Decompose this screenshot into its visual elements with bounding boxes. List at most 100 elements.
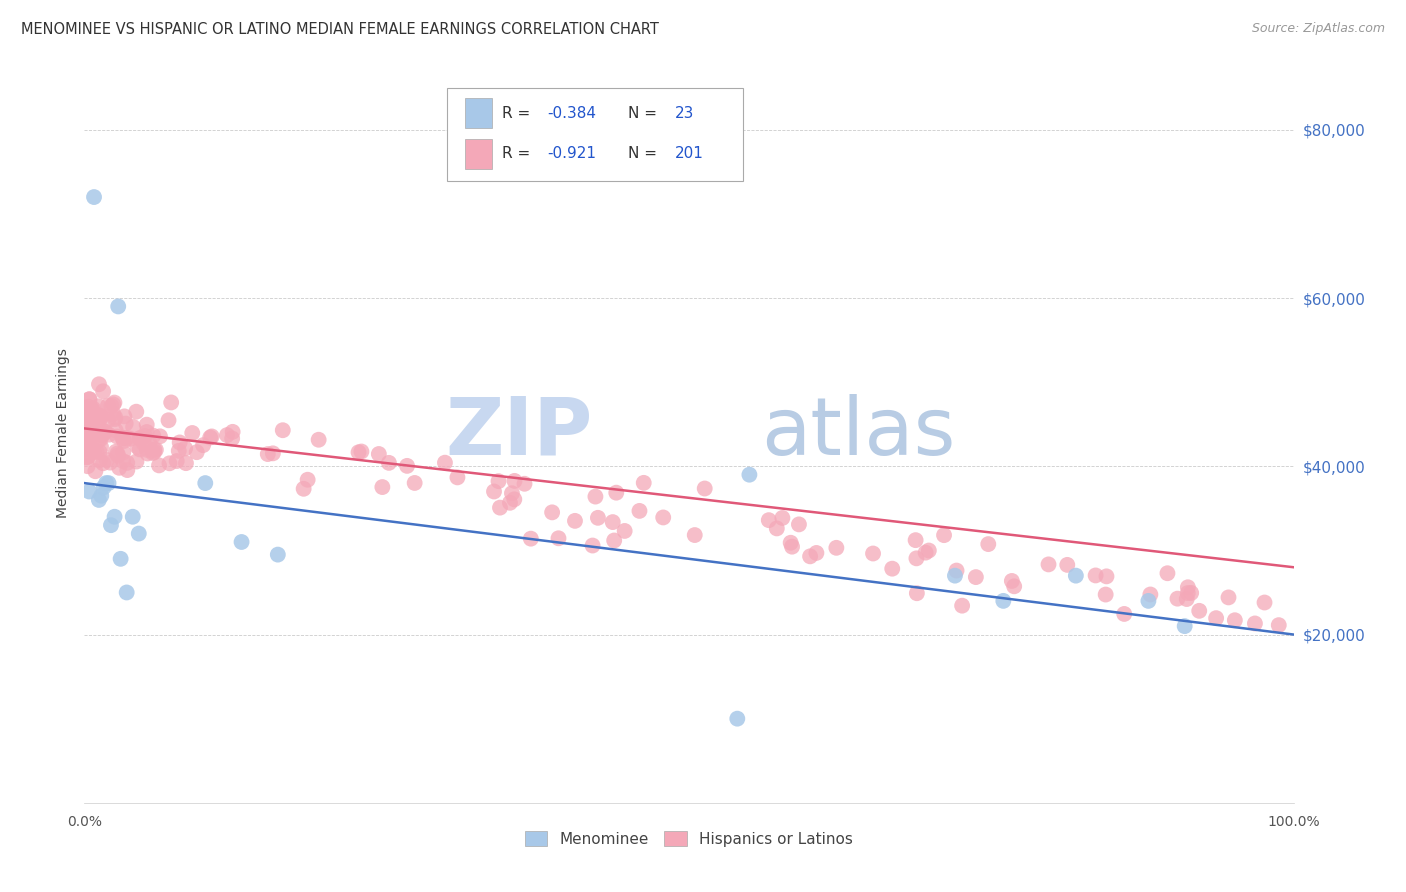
Point bbox=[347, 445, 370, 459]
Point bbox=[489, 500, 512, 515]
Point bbox=[564, 514, 586, 528]
Point bbox=[93, 426, 115, 441]
Point bbox=[84, 464, 107, 478]
Point bbox=[83, 445, 105, 459]
Point bbox=[905, 586, 928, 600]
Point bbox=[75, 428, 97, 442]
Point bbox=[87, 377, 110, 392]
Point bbox=[1177, 580, 1199, 594]
Point bbox=[787, 517, 810, 532]
Point bbox=[586, 511, 609, 525]
Point bbox=[82, 442, 104, 457]
Point bbox=[75, 421, 97, 435]
Point bbox=[120, 432, 142, 446]
Point bbox=[107, 449, 129, 463]
Point bbox=[80, 402, 103, 417]
Point bbox=[112, 434, 135, 448]
Point bbox=[201, 429, 224, 443]
Point bbox=[75, 450, 97, 465]
Point bbox=[503, 474, 526, 488]
Point bbox=[725, 712, 748, 726]
Point bbox=[100, 399, 122, 413]
Point bbox=[181, 425, 204, 440]
Point bbox=[87, 492, 110, 507]
Point bbox=[350, 444, 373, 458]
Point bbox=[145, 442, 167, 457]
Point bbox=[520, 532, 543, 546]
Point bbox=[1175, 592, 1198, 607]
Text: MENOMINEE VS HISPANIC OR LATINO MEDIAN FEMALE EARNINGS CORRELATION CHART: MENOMINEE VS HISPANIC OR LATINO MEDIAN F… bbox=[21, 22, 659, 37]
Point bbox=[806, 546, 828, 560]
Point bbox=[993, 594, 1015, 608]
Point bbox=[89, 453, 111, 467]
Point bbox=[1094, 588, 1116, 602]
Point bbox=[112, 409, 135, 424]
Point bbox=[770, 511, 793, 525]
Text: 23: 23 bbox=[675, 105, 693, 120]
Point bbox=[1095, 569, 1118, 583]
Point bbox=[111, 454, 134, 468]
Point bbox=[174, 442, 197, 456]
Point bbox=[149, 429, 172, 443]
Point bbox=[1137, 594, 1160, 608]
Point bbox=[914, 546, 936, 560]
Point bbox=[104, 410, 127, 425]
Point bbox=[603, 533, 626, 548]
Point bbox=[100, 518, 122, 533]
Point bbox=[93, 480, 115, 494]
Point bbox=[652, 510, 675, 524]
Point bbox=[83, 426, 105, 441]
Point bbox=[107, 300, 129, 314]
Point bbox=[1156, 566, 1178, 581]
Point bbox=[107, 446, 129, 460]
Point bbox=[292, 482, 315, 496]
Point bbox=[221, 432, 243, 446]
Point bbox=[1114, 607, 1136, 621]
Point bbox=[76, 434, 98, 449]
Point bbox=[132, 436, 155, 450]
Point bbox=[977, 537, 1000, 551]
Point bbox=[117, 463, 139, 477]
Point bbox=[79, 433, 101, 447]
Point bbox=[1223, 613, 1246, 627]
Legend: Menominee, Hispanics or Latinos: Menominee, Hispanics or Latinos bbox=[524, 831, 853, 847]
Point bbox=[613, 524, 636, 538]
Point bbox=[1084, 568, 1107, 582]
Point bbox=[965, 570, 987, 584]
Point bbox=[308, 433, 330, 447]
Point bbox=[121, 509, 143, 524]
Text: -0.384: -0.384 bbox=[547, 105, 596, 120]
Point bbox=[89, 409, 111, 423]
Point bbox=[1038, 558, 1060, 572]
Point bbox=[89, 433, 111, 447]
Point bbox=[583, 490, 606, 504]
FancyBboxPatch shape bbox=[447, 88, 744, 181]
Point bbox=[633, 475, 655, 490]
Point bbox=[83, 190, 105, 204]
Point bbox=[115, 456, 138, 470]
Point bbox=[404, 475, 426, 490]
Point bbox=[103, 397, 125, 411]
Point bbox=[98, 456, 121, 470]
Point bbox=[581, 539, 603, 553]
Point bbox=[169, 435, 191, 450]
Point bbox=[97, 399, 120, 413]
Bar bbox=[465, 98, 492, 128]
Text: Source: ZipAtlas.com: Source: ZipAtlas.com bbox=[1251, 22, 1385, 36]
Point bbox=[80, 407, 103, 421]
Point bbox=[160, 395, 183, 409]
Point bbox=[111, 431, 134, 445]
Point bbox=[1180, 586, 1202, 600]
Point bbox=[503, 492, 526, 507]
Point bbox=[1244, 616, 1267, 631]
Point bbox=[105, 429, 128, 443]
Point bbox=[76, 450, 98, 465]
Point bbox=[82, 410, 104, 425]
Point bbox=[135, 425, 157, 439]
Point bbox=[75, 442, 97, 457]
Point bbox=[90, 409, 112, 424]
Point bbox=[1064, 568, 1087, 582]
Point bbox=[215, 428, 238, 442]
Point bbox=[111, 431, 134, 445]
Point bbox=[1056, 558, 1078, 572]
